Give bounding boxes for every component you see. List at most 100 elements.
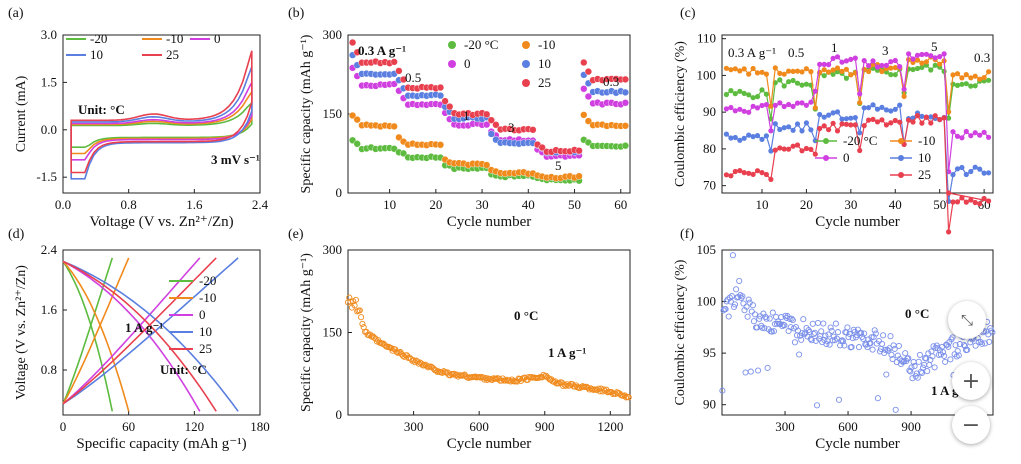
zoom-in-button[interactable]: + [952, 362, 990, 400]
data-point [892, 406, 899, 413]
data-point [584, 117, 593, 125]
data-point [794, 327, 802, 334]
annotation: 0 °C [514, 308, 538, 323]
data-point [728, 104, 734, 111]
data-point [759, 69, 765, 75]
data-point [897, 64, 903, 70]
data-point [786, 101, 792, 108]
discharge-curve [62, 260, 217, 412]
data-point [823, 340, 830, 348]
data-point [843, 66, 850, 72]
x-tick-label: 60 [122, 419, 135, 434]
data-point [723, 91, 730, 98]
x-tick-label: 180 [250, 419, 270, 434]
x-tick-label: 300 [404, 419, 424, 434]
data-point [981, 75, 987, 81]
data-point [879, 68, 885, 75]
legend-label: 10 [918, 150, 931, 165]
data-point [766, 315, 773, 322]
data-point [754, 70, 761, 76]
x-tick-label: 40 [522, 197, 535, 212]
data-point [807, 335, 814, 342]
panel-label: (e) [288, 227, 304, 242]
data-point [843, 121, 850, 127]
data-point [937, 116, 943, 123]
data-point [828, 327, 835, 334]
data-point [755, 367, 762, 374]
data-point [809, 320, 816, 327]
data-point [939, 349, 947, 356]
y-axis-label: Coulombic efficiency (%) [673, 259, 688, 405]
data-point [989, 329, 996, 336]
legend-label: 25 [199, 341, 212, 356]
data-point [584, 67, 593, 76]
legend-label: -10 [918, 133, 935, 148]
data-point [931, 364, 938, 371]
data-point [739, 293, 746, 300]
data-point [843, 75, 850, 81]
data-point [892, 57, 898, 64]
zoom-out-button[interactable]: − [952, 406, 990, 444]
data-point [483, 120, 491, 129]
data-point [763, 171, 770, 178]
data-point [914, 52, 921, 58]
legend-label: -10 [166, 31, 183, 46]
x-tick-label: 600 [469, 419, 489, 434]
x-tick-label: 10 [755, 197, 768, 212]
x-axis-label: Cycle number [815, 214, 900, 230]
legend-marker [522, 41, 530, 49]
x-tick-label: 1200 [597, 419, 623, 434]
data-point [562, 382, 569, 389]
legend-marker [898, 172, 904, 178]
charge-curve [62, 257, 114, 405]
data-point [826, 112, 832, 118]
discharge-curve [62, 260, 130, 412]
data-point [880, 332, 887, 339]
data-point [781, 322, 788, 329]
data-point [741, 90, 747, 96]
data-point [441, 97, 449, 105]
data-point [923, 59, 930, 65]
data-point [723, 65, 730, 71]
data-point [887, 333, 894, 340]
legend-label: 0 [464, 56, 471, 71]
y-tick-label: 1.5 [41, 74, 57, 89]
data-point [788, 315, 795, 322]
data-point [772, 65, 778, 71]
data-point [839, 337, 846, 344]
data-point [732, 91, 738, 97]
data-point [808, 146, 814, 152]
data-point [986, 198, 992, 204]
cv-curve--10 [70, 89, 253, 155]
data-point [746, 132, 752, 138]
data-point [733, 286, 740, 293]
data-point [799, 100, 805, 106]
data-point [786, 146, 792, 152]
data-point [727, 298, 734, 305]
data-point [728, 135, 734, 141]
data-point [888, 65, 894, 71]
data-point [910, 119, 916, 125]
x-tick-label: 1.6 [186, 197, 203, 212]
data-point [964, 346, 971, 353]
legend-label: -20 [90, 31, 107, 46]
data-point [848, 72, 854, 78]
legend-label: -20 [199, 273, 216, 288]
x-tick-label: 50 [568, 197, 581, 212]
data-point [905, 355, 912, 362]
y-tick-label: 0 [336, 185, 343, 200]
data-point [852, 55, 858, 61]
data-point [857, 130, 863, 136]
data-point [866, 117, 872, 123]
data-point [870, 116, 876, 122]
data-point [890, 342, 897, 349]
data-point [928, 114, 934, 120]
collapse-button[interactable]: ⤡ [948, 301, 986, 339]
data-point [897, 102, 903, 108]
data-point [763, 71, 770, 77]
data-point [857, 147, 863, 154]
legend-marker [898, 155, 904, 161]
charge-curve [62, 257, 201, 405]
data-point [978, 340, 985, 347]
data-point [888, 72, 894, 78]
